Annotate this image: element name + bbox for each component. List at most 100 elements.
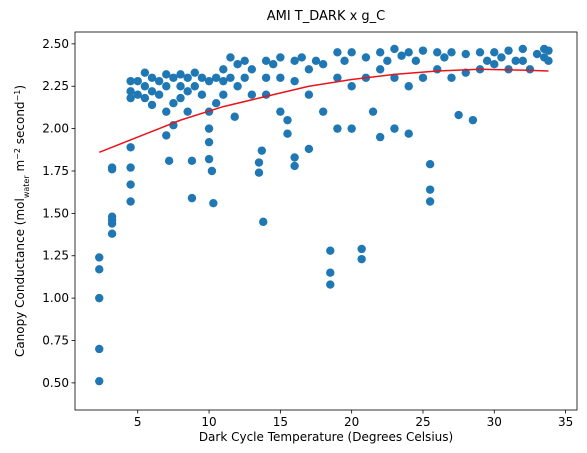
point — [425, 197, 435, 206]
point — [219, 65, 228, 74]
point — [283, 129, 292, 138]
point — [95, 376, 104, 386]
point — [447, 48, 456, 57]
point — [347, 82, 356, 91]
point — [140, 93, 150, 103]
point — [162, 131, 171, 140]
point — [468, 115, 478, 125]
point — [126, 93, 135, 103]
point — [433, 48, 442, 57]
y-axis-label-part: −1 — [13, 90, 22, 102]
point — [333, 48, 342, 57]
point — [326, 268, 335, 277]
point — [154, 90, 164, 99]
point — [383, 56, 392, 66]
point — [525, 65, 535, 74]
point — [140, 82, 150, 91]
point — [490, 48, 499, 57]
point — [126, 76, 135, 86]
x-tick-label: 25 — [415, 415, 430, 429]
point — [176, 82, 185, 91]
point — [154, 76, 164, 86]
point — [211, 98, 221, 108]
point — [126, 143, 135, 152]
point — [204, 124, 214, 133]
point — [433, 65, 442, 74]
point — [375, 48, 385, 57]
point — [532, 49, 542, 59]
point — [187, 156, 197, 166]
point — [544, 56, 553, 66]
y-tick-label: 1.75 — [42, 164, 69, 178]
point — [140, 68, 150, 77]
point — [482, 56, 492, 66]
point — [544, 46, 553, 55]
point — [304, 90, 314, 99]
point — [326, 246, 335, 255]
y-tick-label: 2.25 — [42, 79, 69, 93]
point — [176, 93, 185, 103]
point — [440, 53, 449, 62]
point — [340, 56, 349, 66]
plot-frame — [74, 31, 578, 411]
point — [276, 73, 285, 82]
point — [107, 165, 117, 174]
y-axis-label-part: −2 — [13, 148, 22, 160]
point — [126, 163, 135, 172]
point — [95, 253, 104, 262]
y-tick-label: 1.25 — [42, 249, 69, 263]
x-tick-label: 5 — [134, 415, 142, 429]
point — [290, 161, 299, 171]
point — [257, 146, 267, 155]
point — [269, 60, 278, 69]
point — [347, 48, 356, 57]
point — [418, 46, 428, 55]
point — [219, 90, 228, 99]
point — [197, 90, 207, 99]
point — [233, 82, 242, 91]
point — [397, 51, 406, 60]
point — [304, 65, 314, 74]
plot — [95, 44, 553, 386]
point — [276, 107, 285, 116]
point — [95, 344, 104, 354]
point — [147, 100, 157, 110]
point — [475, 48, 485, 57]
chart-title: AMI T_DARK x g_C — [267, 9, 386, 24]
x-tick-label: 30 — [487, 415, 502, 429]
point — [497, 53, 506, 62]
y-axis-label-part: water — [22, 175, 31, 199]
x-axis-label: Dark Cycle Temperature (Degrees Celsius) — [199, 430, 453, 444]
point — [361, 53, 371, 62]
point — [95, 265, 104, 274]
point — [375, 65, 385, 74]
x-tick-label: 20 — [344, 415, 359, 429]
point — [276, 53, 285, 62]
point — [311, 56, 321, 66]
x-tick-label: 10 — [201, 415, 216, 429]
point — [357, 244, 366, 254]
y-axis-label-part: second — [13, 101, 27, 148]
y-axis-label-part: ) — [13, 85, 27, 90]
point — [368, 107, 378, 116]
point — [254, 168, 264, 177]
point — [390, 124, 399, 133]
point — [375, 132, 385, 142]
point — [183, 87, 192, 96]
point — [304, 144, 314, 154]
point — [169, 73, 178, 82]
y-tick-label: 0.50 — [42, 376, 69, 390]
y-tick-label: 1.00 — [42, 291, 69, 305]
point — [504, 46, 513, 55]
point — [333, 73, 342, 82]
point — [240, 73, 249, 82]
point — [126, 180, 135, 189]
point — [233, 60, 242, 69]
point — [404, 129, 413, 138]
point — [333, 124, 342, 133]
point — [290, 153, 299, 162]
point — [107, 229, 117, 238]
point — [290, 56, 299, 66]
point — [390, 44, 399, 54]
